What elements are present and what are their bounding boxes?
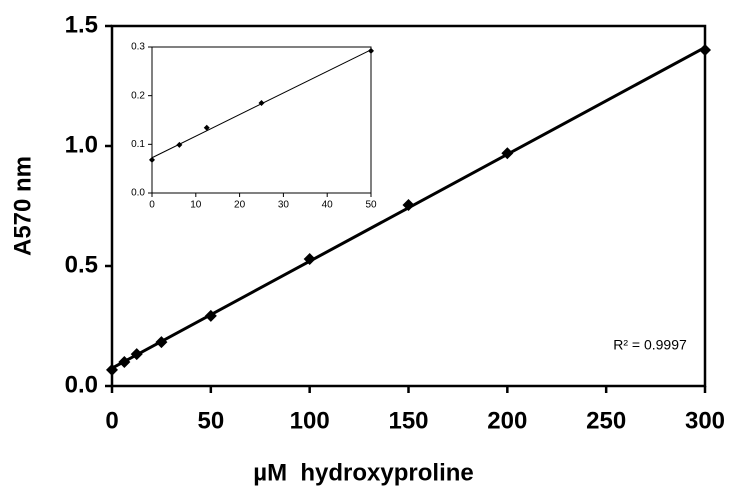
marker bbox=[303, 253, 316, 266]
x-tick-label: 0 bbox=[105, 407, 118, 434]
x-tick-label: 250 bbox=[586, 407, 626, 434]
marker bbox=[258, 99, 265, 106]
marker bbox=[130, 348, 143, 361]
x-tick-label: 200 bbox=[487, 407, 527, 434]
x-tick-label: 40 bbox=[322, 200, 334, 211]
y-tick-label: 0.1 bbox=[131, 139, 145, 150]
marker bbox=[203, 124, 210, 131]
marker bbox=[501, 147, 514, 160]
x-tick-label: 30 bbox=[278, 200, 290, 211]
x-tick-label: 10 bbox=[190, 200, 202, 211]
y-tick-label: 0.3 bbox=[131, 42, 145, 53]
annotation: R² = 0.9997 bbox=[613, 337, 687, 353]
y-tick-label: 0.2 bbox=[131, 90, 145, 101]
y-tick-label: 0.0 bbox=[131, 188, 145, 199]
x-tick-label: 0 bbox=[149, 200, 155, 211]
marker bbox=[155, 336, 168, 349]
x-tick-label: 50 bbox=[197, 407, 224, 434]
y-tick-label: 0.0 bbox=[65, 371, 98, 398]
marker bbox=[118, 356, 131, 368]
y-tick-label: 1.5 bbox=[65, 11, 98, 38]
marker bbox=[204, 309, 217, 322]
x-tick-label: 20 bbox=[234, 200, 246, 211]
x-axis-label: µM hydroxyproline bbox=[253, 459, 474, 486]
y-tick-label: 1.0 bbox=[65, 131, 98, 158]
x-tick-label: 50 bbox=[365, 200, 377, 211]
y-axis-label: A570 nm bbox=[9, 156, 36, 256]
y-tick-label: 0.5 bbox=[65, 251, 98, 278]
x-tick-label: 100 bbox=[290, 407, 330, 434]
plot-area bbox=[151, 46, 372, 194]
marker bbox=[402, 199, 415, 212]
marker bbox=[106, 363, 118, 376]
marker bbox=[149, 156, 155, 163]
x-tick-label: 300 bbox=[685, 407, 725, 434]
marker bbox=[368, 47, 374, 54]
marker bbox=[176, 141, 183, 148]
x-tick-label: 150 bbox=[388, 407, 428, 434]
marker bbox=[699, 44, 711, 56]
